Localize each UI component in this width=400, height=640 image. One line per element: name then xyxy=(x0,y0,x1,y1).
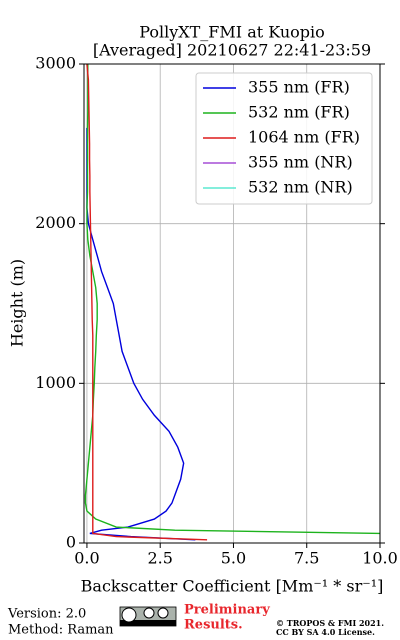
y-axis-label: Height (m) xyxy=(8,259,27,347)
profile-line xyxy=(86,64,208,541)
version: Version: 2.0 xyxy=(7,607,86,622)
cc-logo xyxy=(119,606,177,627)
license: CC BY SA 4.0 License. xyxy=(276,627,375,637)
y-tick-label: 1000 xyxy=(35,373,76,392)
notice: Results. xyxy=(184,618,243,633)
legend-label: 1064 nm (FR) xyxy=(248,128,360,147)
legend-box xyxy=(195,72,373,205)
legend-label: 355 nm (NR) xyxy=(248,153,353,172)
y-tick-label: 2000 xyxy=(35,213,76,232)
x-axis-label: Backscatter Coefficient [Mm⁻¹ * sr⁻¹] xyxy=(81,577,384,596)
profile-line xyxy=(86,127,196,541)
plot-frame xyxy=(83,63,381,544)
method: Method: Raman xyxy=(8,623,114,638)
y-tick-label: 0 xyxy=(66,533,76,552)
x-tick-label: 10.0 xyxy=(362,549,398,568)
legend-label: 355 nm (FR) xyxy=(248,78,350,97)
copyright: © TROPOS & FMI 2021. xyxy=(276,618,384,628)
chart-title: PollyXT_FMI at Kuopio xyxy=(139,23,325,42)
plot-lines xyxy=(84,64,380,541)
y-tick-label: 3000 xyxy=(35,54,76,73)
chart-subtitle: [Averaged] 20210627 22:41-23:59 xyxy=(93,41,371,60)
x-tick-label: 5.0 xyxy=(221,549,246,568)
legend-label: 532 nm (NR) xyxy=(248,178,353,197)
x-tick-label: 0.0 xyxy=(74,549,99,568)
notice: Preliminary xyxy=(184,603,270,618)
x-tick-label: 7.5 xyxy=(294,549,319,568)
legend-label: 532 nm (FR) xyxy=(248,103,350,122)
profile-line xyxy=(84,64,380,535)
x-tick-label: 2.5 xyxy=(147,549,172,568)
